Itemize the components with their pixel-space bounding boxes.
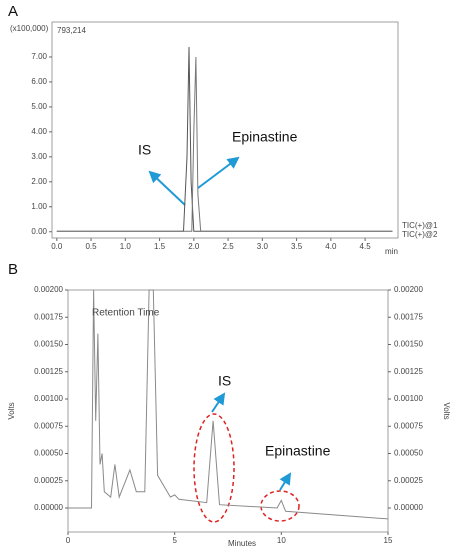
y-tick-label: 1.00: [31, 202, 47, 211]
y2-tick-label: 0.00050: [394, 449, 423, 458]
legend-entry: TIC(+)@2: [402, 230, 438, 239]
x-tick-label: 0.5: [85, 242, 97, 251]
note: Retention Time: [92, 308, 160, 319]
y-tick-label: 0.00000: [34, 503, 63, 512]
panel-label: B: [8, 261, 18, 278]
x-tick-label: 5: [172, 536, 177, 545]
plot-frame: [51, 21, 399, 239]
y-tick-label: 2.00: [31, 177, 47, 186]
arrow: [148, 170, 186, 206]
x-tick-label: 0: [66, 536, 71, 545]
x-tick-label: 0.0: [51, 242, 63, 251]
annotation: IS: [218, 373, 231, 389]
annotation: IS: [138, 142, 151, 158]
y-tick-label: 0.00050: [34, 449, 63, 458]
x-tick-label: 4.0: [325, 242, 337, 251]
y-tick-label: 0.00175: [34, 312, 63, 321]
panel-label: A: [8, 3, 18, 20]
annotation: Epinastine: [232, 129, 298, 145]
y2-axis-label: Volts: [442, 402, 451, 419]
max-label: 793,214: [57, 26, 86, 35]
y2-tick-label: 0.00175: [394, 312, 423, 321]
y2-tick-label: 0.00125: [394, 367, 423, 376]
y-tick-label: 0.00: [31, 227, 47, 236]
x-tick-label: 1.0: [120, 242, 132, 251]
y2-tick-label: 0.00000: [394, 503, 423, 512]
highlight-ellipse: [193, 413, 235, 523]
y-tick-label: 4.00: [31, 127, 47, 136]
x-tick-label: 10: [277, 536, 286, 545]
x-tick-label: 2.0: [188, 242, 200, 251]
x-tick-label: 3.5: [291, 242, 303, 251]
arrow: [211, 392, 226, 413]
y-tick-label: 0.00150: [34, 340, 63, 349]
highlight-ellipse: [260, 490, 300, 522]
y2-tick-label: 0.00075: [394, 421, 423, 430]
data-line: [56, 56, 393, 232]
y-tick-label: 0.00125: [34, 367, 63, 376]
y-scale-label: (x100,000): [10, 24, 49, 33]
y2-tick-label: 0.00200: [394, 285, 423, 294]
annotation: Epinastine: [265, 443, 331, 459]
y-axis-label: Volts: [7, 402, 16, 419]
x-tick-label: 15: [384, 536, 393, 545]
y-tick-label: 0.00200: [34, 285, 63, 294]
y2-tick-label: 0.00025: [394, 476, 423, 485]
data-line: [68, 289, 389, 520]
x-tick-label: 4.5: [360, 242, 372, 251]
x-tick-label: 3.0: [257, 242, 269, 251]
x-tick-label: 2.5: [223, 242, 235, 251]
x-axis-label: Minutes: [228, 539, 256, 548]
y2-tick-label: 0.00150: [394, 340, 423, 349]
y-tick-label: 5.00: [31, 102, 47, 111]
y-tick-label: 7.00: [31, 52, 47, 61]
y-tick-label: 0.00025: [34, 476, 63, 485]
legend-entry: TIC(+)@1: [402, 221, 438, 230]
y-tick-label: 0.00075: [34, 421, 63, 430]
x-axis-label: min: [385, 247, 398, 256]
plot-frame: [67, 289, 389, 533]
x-tick-label: 1.5: [154, 242, 166, 251]
y-tick-label: 0.00100: [34, 394, 63, 403]
y-tick-label: 3.00: [31, 152, 47, 161]
arrow: [197, 156, 240, 189]
arrow: [279, 472, 292, 491]
y-tick-label: 6.00: [31, 77, 47, 86]
y2-tick-label: 0.00100: [394, 394, 423, 403]
data-line: [56, 46, 393, 232]
